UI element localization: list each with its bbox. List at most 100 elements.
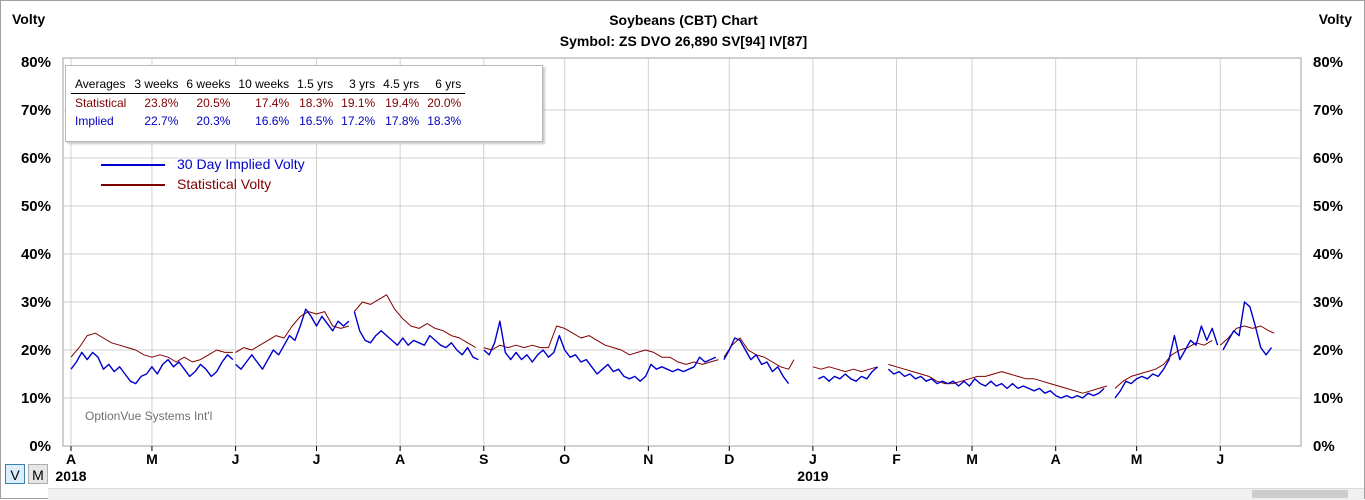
left-y-tick-labels: 0% 10% 20% 30% 40% 50% 60% 70% 80% bbox=[21, 54, 51, 455]
y-tick-label-right: 60% bbox=[1313, 150, 1343, 167]
averages-cell: 18.3% bbox=[299, 96, 334, 110]
averages-statistical-row: Statistical 23.8% 20.5% 17.4% 18.3% 19.1… bbox=[71, 94, 465, 113]
x-year-label: 2019 bbox=[797, 468, 828, 484]
y-tick-label-right: 70% bbox=[1313, 102, 1343, 119]
chart-title: Soybeans (CBT) Chart bbox=[609, 12, 758, 28]
statistical-volty-line bbox=[483, 325, 719, 365]
x-year-label: 2018 bbox=[55, 468, 86, 484]
implied-volty-line bbox=[723, 337, 790, 385]
y-tick-label-left: 10% bbox=[21, 390, 51, 407]
averages-header-cell: 6 weeks bbox=[182, 75, 235, 94]
x-tick-label: M bbox=[146, 451, 158, 467]
legend-label-implied: 30 Day Implied Volty bbox=[177, 156, 305, 172]
y-tick-label-right: 10% bbox=[1313, 390, 1343, 407]
horizontal-scrollbar[interactable] bbox=[48, 488, 1364, 500]
averages-table: Averages 3 weeks 6 weeks 10 weeks 1.5 yr… bbox=[71, 75, 466, 130]
x-tick-label: J bbox=[1216, 451, 1224, 467]
averages-row-label: Implied bbox=[75, 114, 114, 128]
statistical-volty-line bbox=[723, 337, 795, 370]
legend-swatch-statistical bbox=[101, 184, 165, 186]
series-layer bbox=[70, 294, 1275, 399]
right-axis-label: Volty bbox=[1318, 11, 1352, 27]
statistical-volty-line bbox=[70, 332, 233, 363]
averages-header-cell: 3 yrs bbox=[337, 75, 380, 94]
x-tick-label: N bbox=[643, 451, 653, 467]
y-tick-label-left: 70% bbox=[21, 102, 51, 119]
y-tick-label-left: 50% bbox=[21, 198, 51, 215]
averages-cell: 16.6% bbox=[255, 114, 290, 128]
implied-volty-line bbox=[235, 308, 350, 370]
averages-cell: 23.8% bbox=[144, 96, 179, 110]
averages-row-label: Statistical bbox=[75, 96, 127, 110]
averages-cell: 20.5% bbox=[196, 96, 231, 110]
y-tick-label-left: 60% bbox=[21, 150, 51, 167]
x-tick-label: A bbox=[395, 451, 405, 467]
legend-label-statistical: Statistical Volty bbox=[177, 176, 272, 192]
statistical-volty-line bbox=[235, 311, 350, 353]
implied-volty-line bbox=[1114, 325, 1219, 399]
y-tick-label-right: 80% bbox=[1313, 54, 1343, 71]
y-tick-label-left: 30% bbox=[21, 294, 51, 311]
averages-table-box: Averages 3 weeks 6 weeks 10 weeks 1.5 yr… bbox=[65, 65, 543, 142]
x-tick-label: S bbox=[479, 451, 488, 467]
view-v-button[interactable]: V bbox=[5, 464, 25, 484]
y-tick-label-right: 30% bbox=[1313, 294, 1343, 311]
averages-cell: 19.4% bbox=[385, 96, 420, 110]
averages-header-row: Averages 3 weeks 6 weeks 10 weeks 1.5 yr… bbox=[71, 75, 466, 94]
right-y-tick-labels: 0% 10% 20% 30% 40% 50% 60% 70% 80% bbox=[1313, 54, 1343, 455]
averages-header-cell: Averages bbox=[71, 75, 131, 94]
x-tick-label: D bbox=[724, 451, 734, 467]
x-tick-label: A bbox=[1051, 451, 1061, 467]
averages-cell: 17.8% bbox=[385, 114, 420, 128]
x-tick-labels: A M J J A S O N D J F M A M J 2018 2019 bbox=[55, 451, 1224, 484]
y-tick-label-left: 20% bbox=[21, 342, 51, 359]
implied-volty-line bbox=[483, 320, 717, 382]
statistical-volty-line bbox=[1219, 325, 1275, 346]
implied-volty-line bbox=[818, 366, 879, 382]
y-tick-label-right: 0% bbox=[1313, 438, 1335, 455]
y-tick-label-left: 0% bbox=[29, 438, 51, 455]
y-tick-label-right: 50% bbox=[1313, 198, 1343, 215]
averages-cell: 19.1% bbox=[341, 96, 376, 110]
y-tick-label-right: 40% bbox=[1313, 246, 1343, 263]
statistical-volty-line bbox=[353, 294, 476, 349]
averages-cell: 20.3% bbox=[196, 114, 231, 128]
horizontal-gridlines bbox=[63, 109, 1301, 399]
averages-cell: 22.7% bbox=[144, 114, 179, 128]
implied-volty-line bbox=[887, 368, 1105, 399]
implied-volty-line bbox=[1222, 301, 1273, 356]
x-tick-label: J bbox=[313, 451, 321, 467]
implied-volty-line bbox=[353, 311, 479, 361]
statistical-volty-line bbox=[888, 363, 1108, 394]
x-tick-label: J bbox=[809, 451, 817, 467]
averages-header-cell: 6 yrs bbox=[423, 75, 466, 94]
chart-subtitle: Symbol: ZS DVO 26,890 SV[94] IV[87] bbox=[559, 33, 808, 49]
averages-header-cell: 3 weeks bbox=[130, 75, 183, 94]
averages-cell: 20.0% bbox=[427, 96, 462, 110]
averages-header-cell: 10 weeks bbox=[234, 75, 294, 94]
x-tick-label: A bbox=[66, 451, 76, 467]
averages-cell: 17.2% bbox=[341, 114, 376, 128]
implied-volty-line bbox=[70, 351, 234, 385]
averages-header-cell: 1.5 yrs bbox=[293, 75, 338, 94]
y-tick-label-left: 80% bbox=[21, 54, 51, 71]
watermark-text: OptionVue Systems Int'l bbox=[85, 409, 213, 423]
averages-cell: 16.5% bbox=[299, 114, 334, 128]
view-m-button[interactable]: M bbox=[28, 464, 48, 484]
averages-cell: 17.4% bbox=[255, 96, 290, 110]
x-tick-label: J bbox=[232, 451, 240, 467]
averages-cell: 18.3% bbox=[427, 114, 462, 128]
left-axis-label: Volty bbox=[12, 11, 46, 27]
scrollbar-thumb[interactable] bbox=[1252, 490, 1348, 498]
x-tick-label: F bbox=[892, 451, 901, 467]
x-tick-label: M bbox=[1131, 451, 1143, 467]
legend-swatch-implied bbox=[101, 164, 165, 166]
statistical-volty-line bbox=[812, 366, 878, 373]
averages-header-cell: 4.5 yrs bbox=[379, 75, 424, 94]
x-tick-label: M bbox=[966, 451, 978, 467]
averages-implied-row: Implied 22.7% 20.3% 16.6% 16.5% 17.2% 17… bbox=[71, 112, 465, 130]
x-tick-label: O bbox=[559, 451, 570, 467]
y-tick-label-right: 20% bbox=[1313, 342, 1343, 359]
y-tick-label-left: 40% bbox=[21, 246, 51, 263]
